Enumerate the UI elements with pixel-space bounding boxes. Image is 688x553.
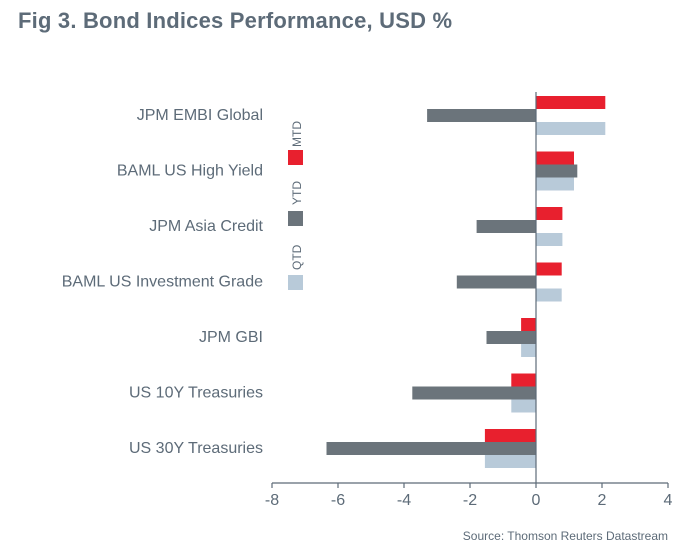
category-labels: JPM EMBI Global BAML US High Yield JPM Asi…	[62, 107, 264, 457]
bar-mtd-1	[536, 151, 574, 165]
source-note: Source: Thomson Reuters Datastream	[462, 529, 668, 543]
category-label: JPM GBI	[199, 329, 263, 346]
bar-qtd-0	[536, 122, 606, 135]
bar-ytd-4	[486, 331, 536, 344]
bar-qtd-5	[511, 399, 537, 413]
legend-label-qtd: QTD	[290, 244, 304, 270]
legend-swatch-ytd	[288, 211, 303, 226]
x-tick-label: -4	[397, 492, 411, 509]
bar-qtd-2	[536, 233, 563, 246]
legend-swatch-qtd	[288, 275, 303, 290]
category-label: US 30Y Treasuries	[129, 440, 263, 457]
bars-group	[326, 96, 606, 468]
chart-title: Fig 3. Bond Indices Performance, USD %	[18, 8, 453, 33]
bar-ytd-0	[427, 109, 536, 122]
bar-mtd-4	[521, 318, 536, 331]
x-tick-label: -2	[463, 492, 477, 509]
bar-ytd-1	[536, 164, 578, 178]
bar-ytd-2	[476, 220, 536, 233]
bar-qtd-6	[484, 455, 536, 468]
bar-qtd-4	[521, 344, 536, 357]
category-label: BAML US Investment Grade	[62, 274, 263, 291]
bar-mtd-2	[536, 207, 563, 220]
bar-qtd-1	[536, 177, 574, 191]
x-tick-label: -6	[331, 492, 345, 509]
bar-mtd-5	[511, 373, 537, 387]
legend-label-ytd: YTD	[290, 181, 304, 205]
x-tick-label: 0	[532, 492, 541, 509]
x-tick-label: 4	[664, 492, 673, 509]
bar-mtd-0	[536, 96, 606, 109]
legend-swatch-mtd	[288, 150, 303, 165]
legend: MTD YTD QTD	[288, 121, 304, 290]
category-label: JPM EMBI Global	[137, 107, 263, 124]
bar-qtd-3	[536, 288, 562, 302]
category-label: JPM Asia Credit	[149, 218, 263, 235]
category-label: US 10Y Treasuries	[129, 385, 263, 402]
category-label: BAML US High Yield	[117, 163, 263, 180]
x-tick-label: 2	[598, 492, 607, 509]
bar-mtd-3	[536, 262, 562, 276]
bar-ytd-5	[412, 386, 537, 400]
bar-mtd-6	[484, 429, 536, 442]
x-tick-label: -8	[265, 492, 279, 509]
x-axis: -8 -6 -4 -2 0 2 4	[265, 92, 673, 509]
legend-label-mtd: MTD	[290, 121, 304, 147]
bar-ytd-3	[456, 275, 536, 289]
bar-ytd-6	[326, 442, 536, 455]
